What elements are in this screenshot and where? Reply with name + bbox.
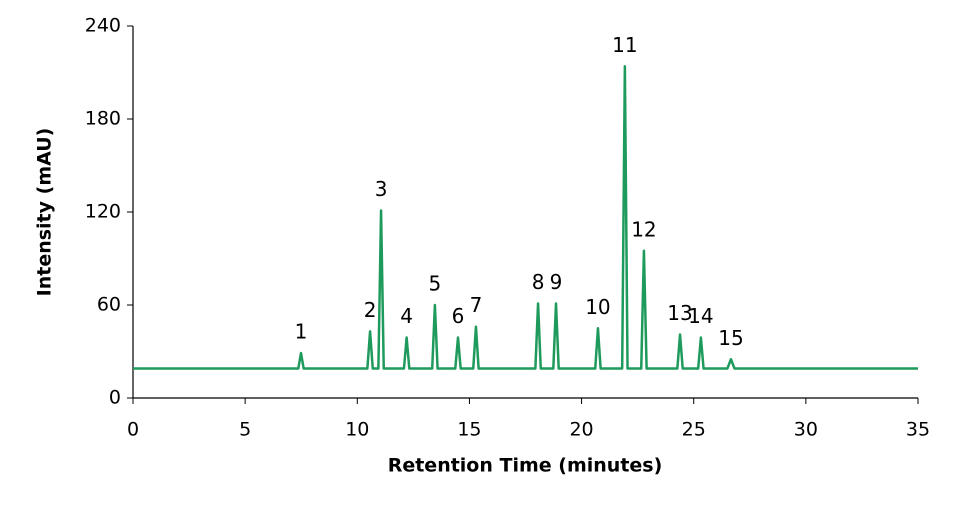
x-tick-label: 5 <box>239 419 251 441</box>
x-tick-label: 15 <box>457 419 481 441</box>
peak-label: 8 <box>532 270 545 294</box>
y-tick-label: 120 <box>85 201 121 223</box>
peak-label: 2 <box>364 298 377 322</box>
peak-label: 1 <box>295 320 308 344</box>
peak-label: 5 <box>429 272 442 296</box>
y-tick-label: 0 <box>109 387 121 409</box>
peak-label: 4 <box>400 304 413 328</box>
peak-label: 7 <box>470 293 483 317</box>
x-axis-title: Retention Time (minutes) <box>388 455 663 477</box>
y-axis-title: Intensity (mAU) <box>34 128 56 297</box>
x-tick-label: 25 <box>682 419 706 441</box>
x-tick-label: 30 <box>794 419 818 441</box>
y-tick-label: 60 <box>97 294 121 316</box>
peak-label: 3 <box>375 177 388 201</box>
x-tick-label: 10 <box>345 419 369 441</box>
x-tick-label: 20 <box>569 419 593 441</box>
x-tick-label: 35 <box>906 419 930 441</box>
peak-label: 13 <box>667 301 692 325</box>
peak-label: 11 <box>612 33 637 57</box>
peak-label: 9 <box>550 270 563 294</box>
peak-label: 10 <box>585 295 610 319</box>
x-tick-label: 0 <box>127 419 139 441</box>
y-tick-label: 180 <box>85 108 121 130</box>
y-tick-label: 240 <box>85 15 121 37</box>
peak-label: 6 <box>452 304 465 328</box>
peak-label: 14 <box>688 304 713 328</box>
peak-label: 12 <box>631 217 656 241</box>
peak-label: 15 <box>718 326 743 350</box>
trace <box>133 65 918 370</box>
